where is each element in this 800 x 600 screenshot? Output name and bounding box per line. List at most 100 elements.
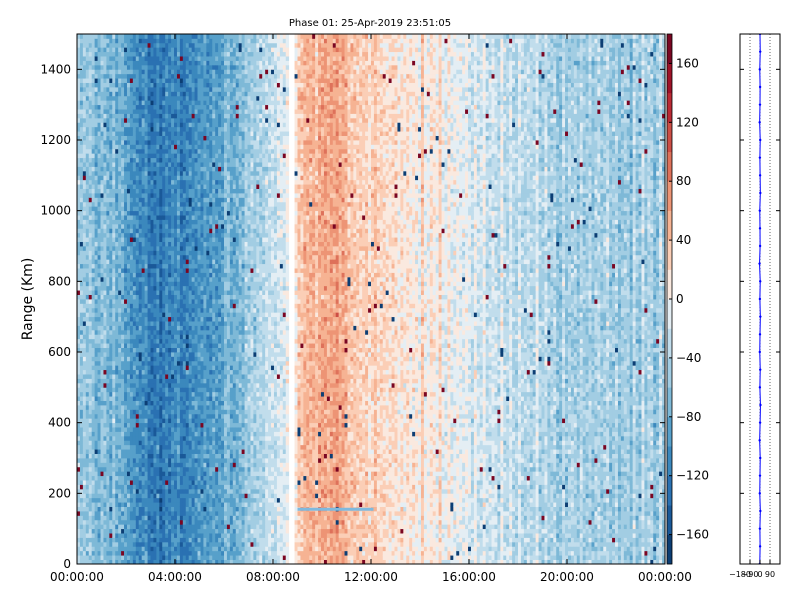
heatmap-cell bbox=[148, 454, 151, 459]
heatmap-cell bbox=[174, 520, 177, 525]
heatmap-cell bbox=[103, 493, 106, 498]
heatmap-cell bbox=[153, 83, 156, 88]
heatmap-cell bbox=[183, 471, 186, 476]
heatmap-cell bbox=[142, 352, 145, 357]
heatmap-cell bbox=[162, 440, 165, 445]
heatmap-cell bbox=[101, 65, 104, 70]
heatmap-cell bbox=[168, 149, 171, 154]
heatmap-cell bbox=[153, 511, 156, 516]
heatmap-cell bbox=[142, 61, 145, 66]
heatmap-cell bbox=[165, 153, 168, 158]
heatmap-cell bbox=[189, 454, 192, 459]
heatmap-cell bbox=[103, 202, 106, 207]
heatmap-cell bbox=[121, 250, 124, 255]
heatmap-cell bbox=[121, 445, 124, 450]
heatmap-cell bbox=[162, 38, 165, 43]
heatmap-cell bbox=[127, 109, 130, 114]
heatmap-cell bbox=[162, 330, 165, 335]
heatmap-cell bbox=[156, 356, 159, 361]
heatmap-cell bbox=[156, 498, 159, 503]
heatmap-cell bbox=[171, 303, 174, 308]
heatmap-cell bbox=[95, 396, 98, 401]
heatmap-cell bbox=[109, 414, 112, 419]
heatmap-cell bbox=[92, 211, 95, 216]
heatmap-cell bbox=[136, 237, 139, 242]
heatmap-cell bbox=[171, 281, 174, 286]
heatmap-cell bbox=[198, 228, 201, 233]
heatmap-cell bbox=[183, 498, 186, 503]
heatmap-cell bbox=[171, 273, 174, 278]
heatmap-cell bbox=[180, 454, 183, 459]
heatmap-cell bbox=[153, 220, 156, 225]
heatmap-cell bbox=[171, 259, 174, 264]
heatmap-cell bbox=[92, 409, 95, 414]
heatmap-cell bbox=[171, 458, 174, 463]
heatmap-cell bbox=[151, 250, 154, 255]
heatmap-cell bbox=[80, 38, 83, 43]
heatmap-cell bbox=[127, 220, 130, 225]
heatmap-cell bbox=[77, 529, 80, 534]
heatmap-cell bbox=[174, 290, 177, 295]
heatmap-cell bbox=[80, 493, 83, 498]
heatmap-cell bbox=[195, 184, 198, 189]
heatmap-cell bbox=[195, 100, 198, 105]
heatmap-cell bbox=[192, 356, 195, 361]
heatmap-cell bbox=[180, 87, 183, 92]
heatmap-cell bbox=[133, 100, 136, 105]
heatmap-cell bbox=[133, 405, 136, 410]
heatmap-cell bbox=[151, 162, 154, 167]
heatmap-cell bbox=[127, 127, 130, 132]
heatmap-cell bbox=[133, 529, 136, 534]
heatmap-cell bbox=[171, 149, 174, 154]
heatmap-cell bbox=[148, 114, 151, 119]
heatmap-cell bbox=[103, 250, 106, 255]
heatmap-cell bbox=[183, 184, 186, 189]
heatmap-cell bbox=[156, 233, 159, 238]
heatmap-cell bbox=[153, 233, 156, 238]
heatmap-cell bbox=[106, 529, 109, 534]
heatmap-cell bbox=[162, 348, 165, 353]
heatmap-cell bbox=[121, 454, 124, 459]
heatmap-cell bbox=[192, 96, 195, 101]
heatmap-cell bbox=[118, 38, 121, 43]
heatmap-cell bbox=[195, 551, 198, 556]
heatmap-cell bbox=[195, 250, 198, 255]
heatmap-cell bbox=[192, 538, 195, 543]
heatmap-cell bbox=[77, 281, 80, 286]
heatmap-cell bbox=[98, 281, 101, 286]
heatmap-cell bbox=[92, 352, 95, 357]
heatmap-cell bbox=[77, 343, 80, 348]
heatmap-cell bbox=[106, 308, 109, 313]
heatmap-cell bbox=[101, 299, 104, 304]
heatmap-cell bbox=[145, 118, 148, 123]
heatmap-cell bbox=[106, 180, 109, 185]
heatmap-cell bbox=[145, 91, 148, 96]
heatmap-cell bbox=[89, 542, 92, 547]
heatmap-cell bbox=[145, 105, 148, 110]
heatmap-cell bbox=[180, 78, 183, 83]
heatmap-cell bbox=[103, 52, 106, 57]
heatmap-cell bbox=[165, 312, 168, 317]
heatmap-cell bbox=[189, 551, 192, 556]
heatmap-cell bbox=[142, 175, 145, 180]
heatmap-cell bbox=[121, 140, 124, 145]
heatmap-cell bbox=[151, 202, 154, 207]
heatmap-cell bbox=[115, 432, 118, 437]
heatmap-cell bbox=[92, 149, 95, 154]
heatmap-cell bbox=[153, 379, 156, 384]
heatmap-cell bbox=[180, 498, 183, 503]
heatmap-cell bbox=[80, 555, 83, 560]
heatmap-cell bbox=[180, 140, 183, 145]
heatmap-cell bbox=[101, 458, 104, 463]
heatmap-cell bbox=[156, 299, 159, 304]
heatmap-cell bbox=[192, 414, 195, 419]
heatmap-cell bbox=[101, 91, 104, 96]
heatmap-cell bbox=[133, 440, 136, 445]
heatmap-cell bbox=[92, 555, 95, 560]
heatmap-cell bbox=[177, 153, 180, 158]
heatmap-cell bbox=[121, 202, 124, 207]
heatmap-cell bbox=[165, 122, 168, 127]
heatmap-cell bbox=[171, 264, 174, 269]
heatmap-cell bbox=[139, 303, 142, 308]
heatmap-cell bbox=[145, 237, 148, 242]
